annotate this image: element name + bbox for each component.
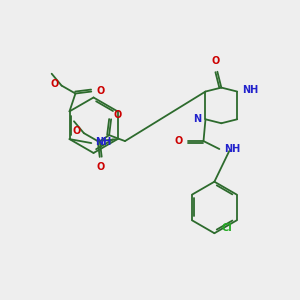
Text: NH: NH <box>95 137 112 147</box>
Text: NH: NH <box>242 85 258 94</box>
Text: N: N <box>194 114 202 124</box>
Text: O: O <box>174 136 183 146</box>
Text: O: O <box>50 79 59 88</box>
Text: Cl: Cl <box>222 223 233 233</box>
Text: NH: NH <box>224 144 241 154</box>
Text: O: O <box>211 56 220 66</box>
Text: O: O <box>113 110 121 120</box>
Text: O: O <box>96 85 104 96</box>
Text: O: O <box>73 126 81 136</box>
Text: O: O <box>97 162 105 172</box>
